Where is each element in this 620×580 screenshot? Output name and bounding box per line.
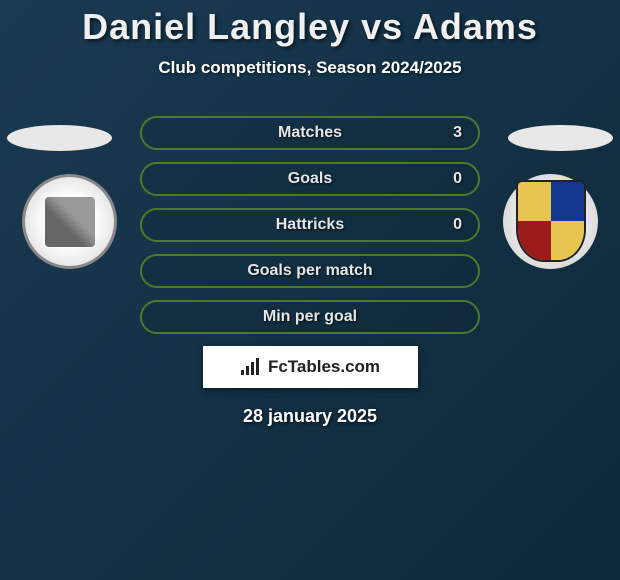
shield-icon [516, 180, 586, 262]
chart-icon [240, 358, 262, 376]
stat-row-hattricks: Hattricks 0 [140, 208, 480, 242]
date-text: 28 january 2025 [0, 406, 620, 427]
right-club-logo [503, 174, 598, 269]
stat-value: 0 [453, 216, 462, 234]
stat-label: Hattricks [276, 216, 344, 234]
stat-row-goals-per-match: Goals per match [140, 254, 480, 288]
brand-box: FcTables.com [203, 346, 418, 388]
stat-value: 3 [453, 124, 462, 142]
stats-list: Matches 3 Goals 0 Hattricks 0 Goals per … [140, 116, 480, 334]
left-ellipse-decoration [7, 125, 112, 151]
stat-value: 0 [453, 170, 462, 188]
stat-label: Matches [278, 124, 342, 142]
stat-row-min-per-goal: Min per goal [140, 300, 480, 334]
right-ellipse-decoration [508, 125, 613, 151]
stat-label: Goals [288, 170, 332, 188]
page-title: Daniel Langley vs Adams [0, 0, 620, 48]
stat-row-goals: Goals 0 [140, 162, 480, 196]
stat-label: Goals per match [247, 262, 372, 280]
stat-label: Min per goal [263, 308, 357, 326]
stat-row-matches: Matches 3 [140, 116, 480, 150]
brand-text: FcTables.com [268, 357, 380, 377]
page-subtitle: Club competitions, Season 2024/2025 [0, 58, 620, 78]
left-club-logo [22, 174, 117, 269]
